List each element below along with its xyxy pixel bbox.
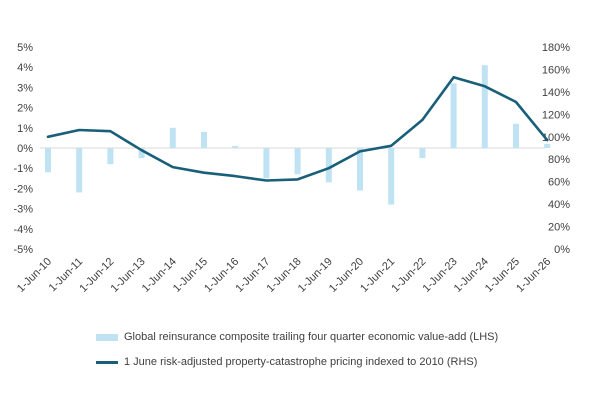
- bar-1-Jun-18: [294, 148, 301, 175]
- line-series: [46, 76, 549, 182]
- left-tick-label: -3%: [13, 204, 33, 216]
- bar-1-Jun-19: [325, 148, 332, 183]
- right-tick-label: 0%: [554, 244, 570, 256]
- left-axis-ticks: 5% 4% 3% 2% 1% 0% -1% -2% -3% -4% -5%: [13, 42, 33, 256]
- x-tick-label: 1-Jun-26: [514, 256, 553, 295]
- right-tick-label: 40%: [548, 199, 570, 211]
- x-tick-label: 1-Jun-10: [15, 256, 54, 295]
- legend-swatch-bar: [96, 333, 118, 341]
- bar-1-Jun-12: [107, 148, 114, 165]
- legend-label-line: 1 June risk-adjusted property-catastroph…: [124, 356, 478, 368]
- left-tick-label: -5%: [13, 244, 33, 256]
- bar-1-Jun-20: [357, 148, 363, 191]
- left-tick-label: 2%: [17, 103, 33, 115]
- right-axis-ticks: 180% 160% 140% 120% 100% 80% 60% 40% 20% 0%: [542, 42, 570, 256]
- left-tick-label: 5%: [17, 42, 33, 54]
- legend-swatch-line: [96, 360, 118, 364]
- bar-series: [45, 65, 551, 205]
- legend-item-line: 1 June risk-adjusted property-catastroph…: [96, 356, 477, 368]
- bar-1-Jun-10: [45, 148, 51, 173]
- left-tick-label: -1%: [13, 163, 33, 175]
- legend-label-bar: Global reinsurance composite trailing fo…: [124, 331, 499, 343]
- bar-1-Jun-15: [201, 131, 207, 148]
- bar-1-Jun-11: [76, 148, 83, 193]
- left-tick-label: -4%: [13, 224, 33, 236]
- bar-1-Jun-22: [419, 148, 426, 159]
- bar-1-Jun-23: [450, 83, 457, 148]
- bar-1-Jun-17: [263, 148, 270, 179]
- right-tick-label: 180%: [542, 42, 570, 54]
- legend-item-bar: Global reinsurance composite trailing fo…: [96, 331, 498, 343]
- bar-1-Jun-13: [138, 148, 145, 159]
- right-tick-label: 20%: [548, 222, 570, 234]
- left-tick-label: 1%: [17, 123, 33, 135]
- right-tick-label: 100%: [542, 132, 570, 144]
- right-tick-label: 140%: [542, 87, 570, 99]
- left-tick-label: -2%: [13, 183, 33, 195]
- left-tick-label: 3%: [17, 82, 33, 94]
- right-tick-label: 80%: [548, 154, 570, 166]
- bar-1-Jun-14: [169, 127, 176, 148]
- right-tick-label: 160%: [542, 64, 570, 76]
- x-axis-ticks: 1-Jun-101-Jun-111-Jun-121-Jun-131-Jun-14…: [15, 256, 553, 295]
- bar-1-Jun-21: [388, 148, 395, 205]
- left-tick-label: 4%: [17, 62, 33, 74]
- bar-1-Jun-25: [513, 123, 519, 148]
- right-tick-label: 120%: [542, 109, 570, 121]
- right-tick-label: 60%: [548, 177, 570, 189]
- bar-1-Jun-26: [544, 143, 551, 148]
- left-tick-label: 0%: [17, 143, 33, 155]
- bar-1-Jun-16: [232, 145, 239, 148]
- bar-1-Jun-24: [481, 65, 488, 148]
